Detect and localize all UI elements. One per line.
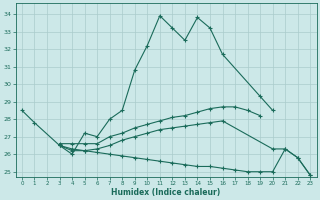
X-axis label: Humidex (Indice chaleur): Humidex (Indice chaleur) [111, 188, 221, 197]
